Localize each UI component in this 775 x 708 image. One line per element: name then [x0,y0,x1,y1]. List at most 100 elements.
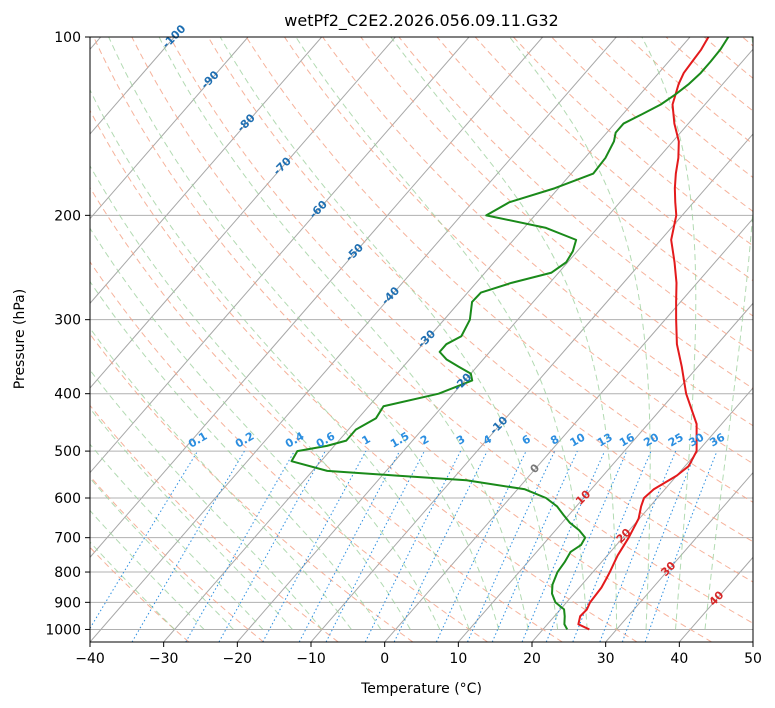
y-tick-label: 400 [54,387,81,403]
mixing-ratio-label: 2 [418,433,431,448]
x-tick-label: 40 [670,651,688,667]
moist-adiabat-line [90,369,323,630]
isotherm-line [90,37,470,474]
moist-adiabat-line [90,164,441,630]
dry-adiabat-line [131,37,753,624]
mixing-ratio-label: 6 [520,432,533,447]
dry-adiabat-line [90,475,264,642]
dry-adiabat-line [90,333,414,642]
mixing-ratio-label: 25 [666,431,686,450]
mixing-ratio-line [521,450,606,642]
moist-adiabat-line [90,327,352,630]
moist-adiabat-line [158,37,529,630]
dry-adiabat-line [703,37,753,79]
mixing-ratio-line [393,450,488,642]
dry-adiabat-line [589,37,753,179]
isotherm-line [163,37,691,642]
mixing-ratio-line [435,450,527,642]
mixing-ratio-line [185,450,295,642]
isotherm-line [236,48,753,642]
line-labels: -100-90-80-70-60-50-40-30-20-1000.1 0.2 0.… [160,22,728,608]
dewpoint-profile-line [290,37,730,630]
mixing-ratio-label: 10 [568,430,588,449]
mixing-ratio-label: 0.2 [233,430,256,451]
isotherm-line [90,37,249,220]
mixing-ratio-line [467,450,556,642]
isotherm-line [605,471,753,642]
moist-adiabat-line [390,37,618,630]
moist-adiabat-line [509,37,651,630]
mixing-ratio-label: 8 [548,433,561,448]
y-tick-label: 600 [54,491,81,507]
x-tick-label: 50 [744,651,762,667]
mixing-ratio-label: 20 [641,430,661,449]
profile-lines [290,37,730,631]
moist-adiabat-line [704,37,753,630]
mixing-ratio-label: 3 [454,433,467,448]
x-tick-label: 10 [449,651,467,667]
mixing-ratio-label: 1 [360,433,373,448]
x-tick-label: 30 [597,651,615,667]
y-tick-label: 200 [54,208,81,224]
dry-adiabat-line [245,37,753,503]
moist-adiabat-line [90,280,382,630]
dry-adiabat-line [90,109,638,642]
mixing-ratio-line [545,450,628,642]
mixing-ratio-label: 0.6 [314,429,338,450]
isotherm-line [310,133,753,642]
isotherm-line [90,37,396,389]
y-tick-label: 300 [54,313,81,329]
moist-adiabat-line [219,37,559,630]
dry-adiabat-line [90,186,563,642]
x-axis-label: Temperature (°C) [360,681,482,697]
isotherm-line [457,302,753,642]
isotherm-line [90,37,323,305]
mixing-ratio-label: 13 [595,431,615,450]
mixing-ratio-line [572,450,652,642]
mixing-ratio-label: 0.4 [283,429,307,450]
y-axis-label: Pressure (hPa) [12,289,28,389]
isotherm-line [752,641,753,642]
dry-adiabat-line [360,37,753,390]
mixing-ratio-line [218,450,326,642]
mixing-ratio-label: 0.1 [186,430,209,451]
isotherm-line [90,37,544,559]
y-tick-label: 500 [54,444,81,460]
x-tick-label: −20 [223,651,253,667]
y-tick-label: 100 [54,30,81,46]
moist-adiabat-line [90,443,264,630]
y-tick-label: 800 [54,565,81,581]
dry-adiabat-line [93,37,712,642]
x-tick-label: −40 [75,651,105,667]
dry-adiabat-line [474,37,753,282]
chart-title: wetPf2_C2E2.2026.056.09.11.G32 [284,11,558,31]
dry-adiabat-line [513,37,753,247]
mixing-ratio-label: 1.5 [388,430,411,451]
moist-adiabat-line [641,37,697,630]
mixing-ratio-label: 4 [481,432,494,447]
isotherm-line [384,217,753,642]
dry-adiabat-line [398,37,753,353]
mixing-ratio-label: 36 [707,430,727,449]
mixing-ratio-line [491,450,578,642]
dry-adiabat-line [551,37,753,212]
dry-adiabat-line [627,37,753,145]
x-tick-label: 0 [380,651,389,667]
mixing-ratio-line [621,450,697,642]
background-grid [90,37,753,642]
moist-adiabat-line [108,37,500,630]
mixing-ratio-label: 16 [617,430,637,449]
moist-adiabat-line [295,37,588,630]
plot-frame [89,36,754,643]
y-tick-label: 900 [54,595,81,611]
x-tick-label: 20 [523,651,541,667]
mixing-ratio-line [131,450,245,642]
temperature-profile-line [577,37,710,631]
dry-adiabat-line [284,37,753,465]
isotherm-line [531,387,753,642]
moist-adiabat-line [90,509,205,630]
dry-adiabat-line [436,37,753,317]
isotherm-line [678,556,753,642]
dry-adiabat-line [665,37,753,112]
axis-ticks: −40 −30 −20 −10 0 10 20 30 40 5010020030040050060… [45,30,762,667]
